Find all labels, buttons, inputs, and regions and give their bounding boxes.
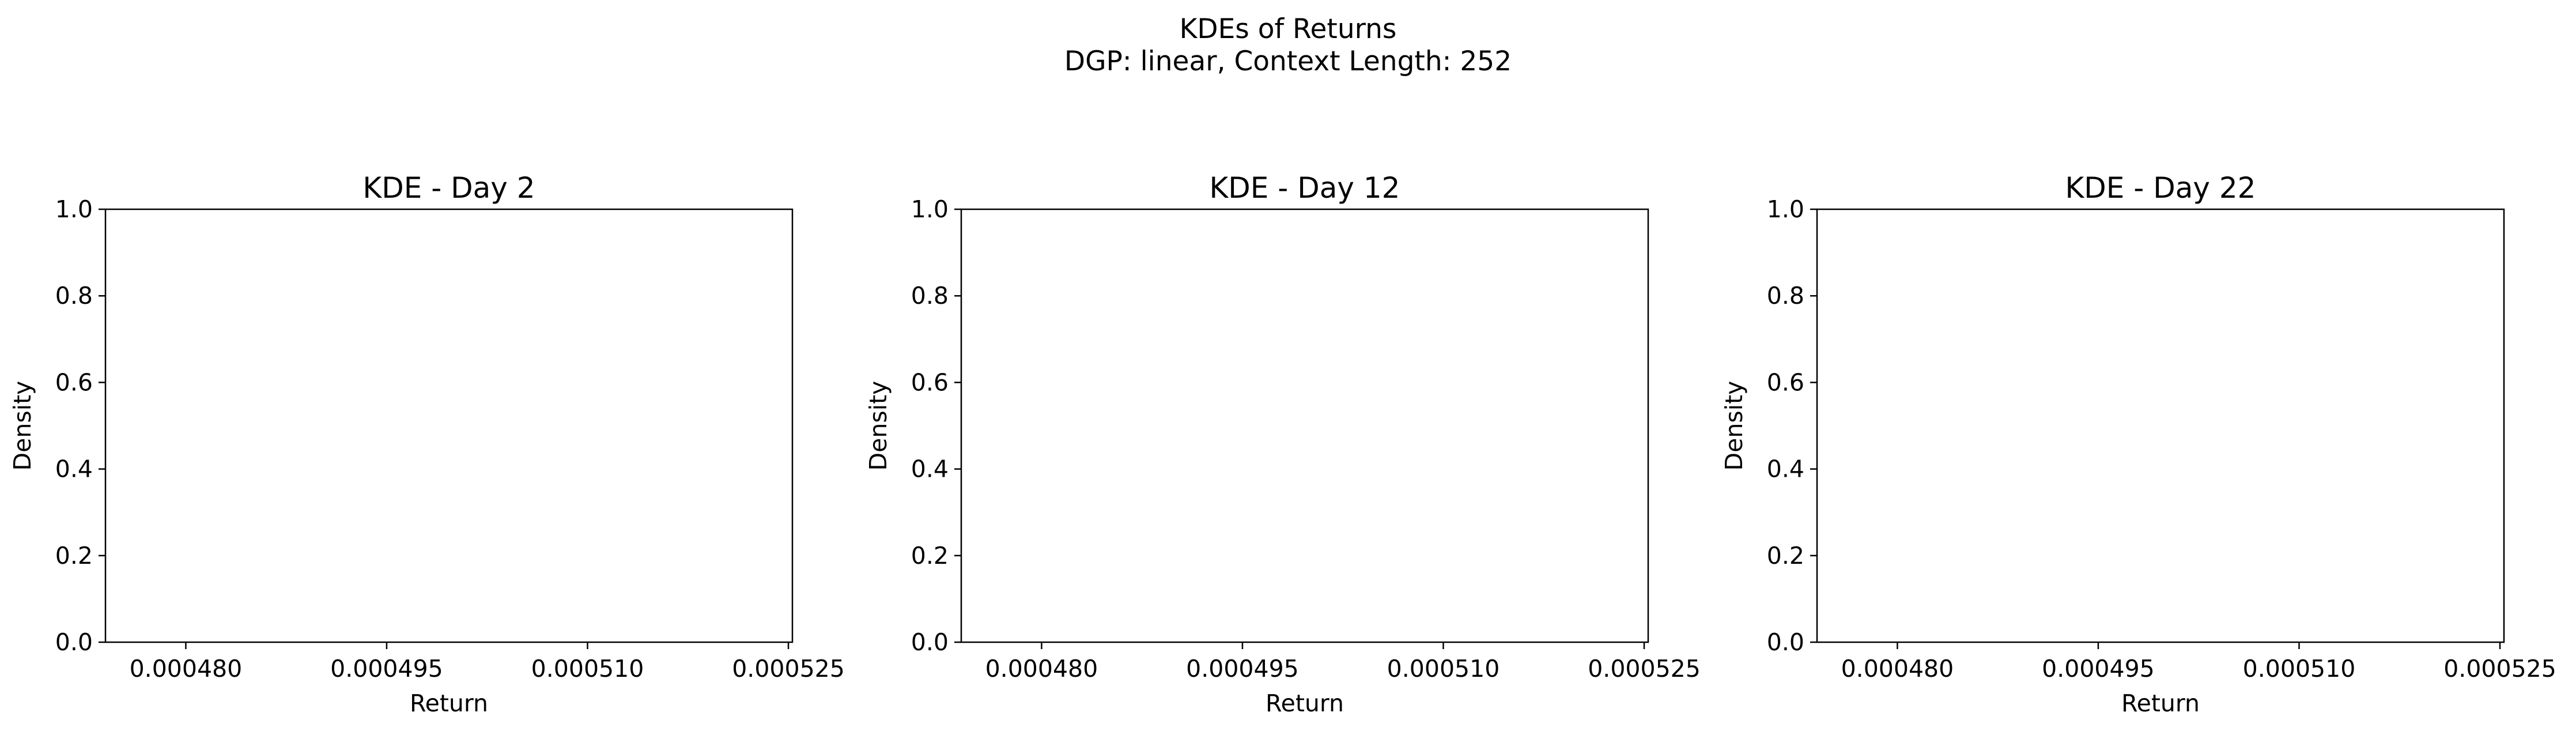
x-axis-label: Return	[1266, 689, 1344, 717]
y-tick-label: 0.4	[55, 455, 93, 483]
x-tick-label: 0.000525	[732, 655, 845, 683]
y-tick-label: 0.8	[1767, 282, 1804, 310]
axes-title: KDE - Day 22	[2065, 171, 2256, 205]
subplot-1: KDE - Day 2 0.000480 0.000495 0.000510 0.000…	[9, 171, 845, 717]
y-tick-label: 0.8	[55, 282, 93, 310]
x-tick-label: 0.000480	[130, 655, 243, 683]
x-tick-label: 0.000480	[1841, 655, 1954, 683]
y-tick-label: 0.0	[1767, 628, 1804, 656]
x-tick-label: 0.000525	[2443, 655, 2556, 683]
y-tick-label: 0.6	[1767, 368, 1804, 396]
axes-frame	[960, 208, 1649, 643]
x-tick-label: 0.000510	[531, 655, 644, 683]
x-tick-label: 0.000510	[2243, 655, 2356, 683]
subplot-2: KDE - Day 120.000480 0.000495 0.000510 0.00…	[864, 171, 1701, 717]
y-axis-label: Density	[9, 381, 36, 471]
y-tick-label: 0.0	[911, 628, 949, 656]
axes-frame	[1816, 208, 2505, 643]
y-tick-label: 1.0	[55, 195, 93, 223]
y-tick-label: 0.4	[911, 455, 949, 483]
y-tick-label: 0.4	[1767, 455, 1804, 483]
x-tick-label: 0.000495	[1186, 655, 1299, 683]
x-tick-label: 0.000480	[985, 655, 1098, 683]
y-tick-label: 0.8	[911, 282, 949, 310]
y-tick-label: 0.2	[55, 542, 93, 570]
x-tick-label: 0.000495	[2042, 655, 2155, 683]
x-axis-label: Return	[2121, 689, 2200, 717]
figure-suptitle-line1: KDEs of Returns	[1180, 13, 1397, 45]
axes-title: KDE - Day 2	[362, 171, 535, 205]
y-tick-label: 1.0	[1767, 195, 1804, 223]
y-tick-label: 0.6	[911, 368, 949, 396]
x-tick-label: 0.000525	[1588, 655, 1701, 683]
y-axis-label: Density	[864, 381, 892, 471]
subplot-3: KDE - Day 220.000480 0.000495 0.000510 0.00…	[1720, 171, 2556, 717]
x-tick-label: 0.000510	[1387, 655, 1500, 683]
y-tick-label: 0.2	[1767, 542, 1804, 570]
x-tick-label: 0.000495	[330, 655, 443, 683]
y-tick-label: 0.2	[911, 542, 949, 570]
y-axis-label: Density	[1720, 381, 1748, 471]
axes-layer: KDE - Day 2 0.000480 0.000495 0.000510 0.000…	[9, 171, 2556, 717]
y-tick-label: 0.6	[55, 368, 93, 396]
x-axis-label: Return	[410, 689, 488, 717]
figure-suptitle-line2: DGP: linear, Context Length: 252	[1064, 46, 1512, 77]
y-tick-label: 0.0	[55, 628, 93, 656]
axes-frame	[104, 208, 794, 643]
axes-title: KDE - Day 12	[1210, 171, 1400, 205]
y-tick-label: 1.0	[911, 195, 949, 223]
